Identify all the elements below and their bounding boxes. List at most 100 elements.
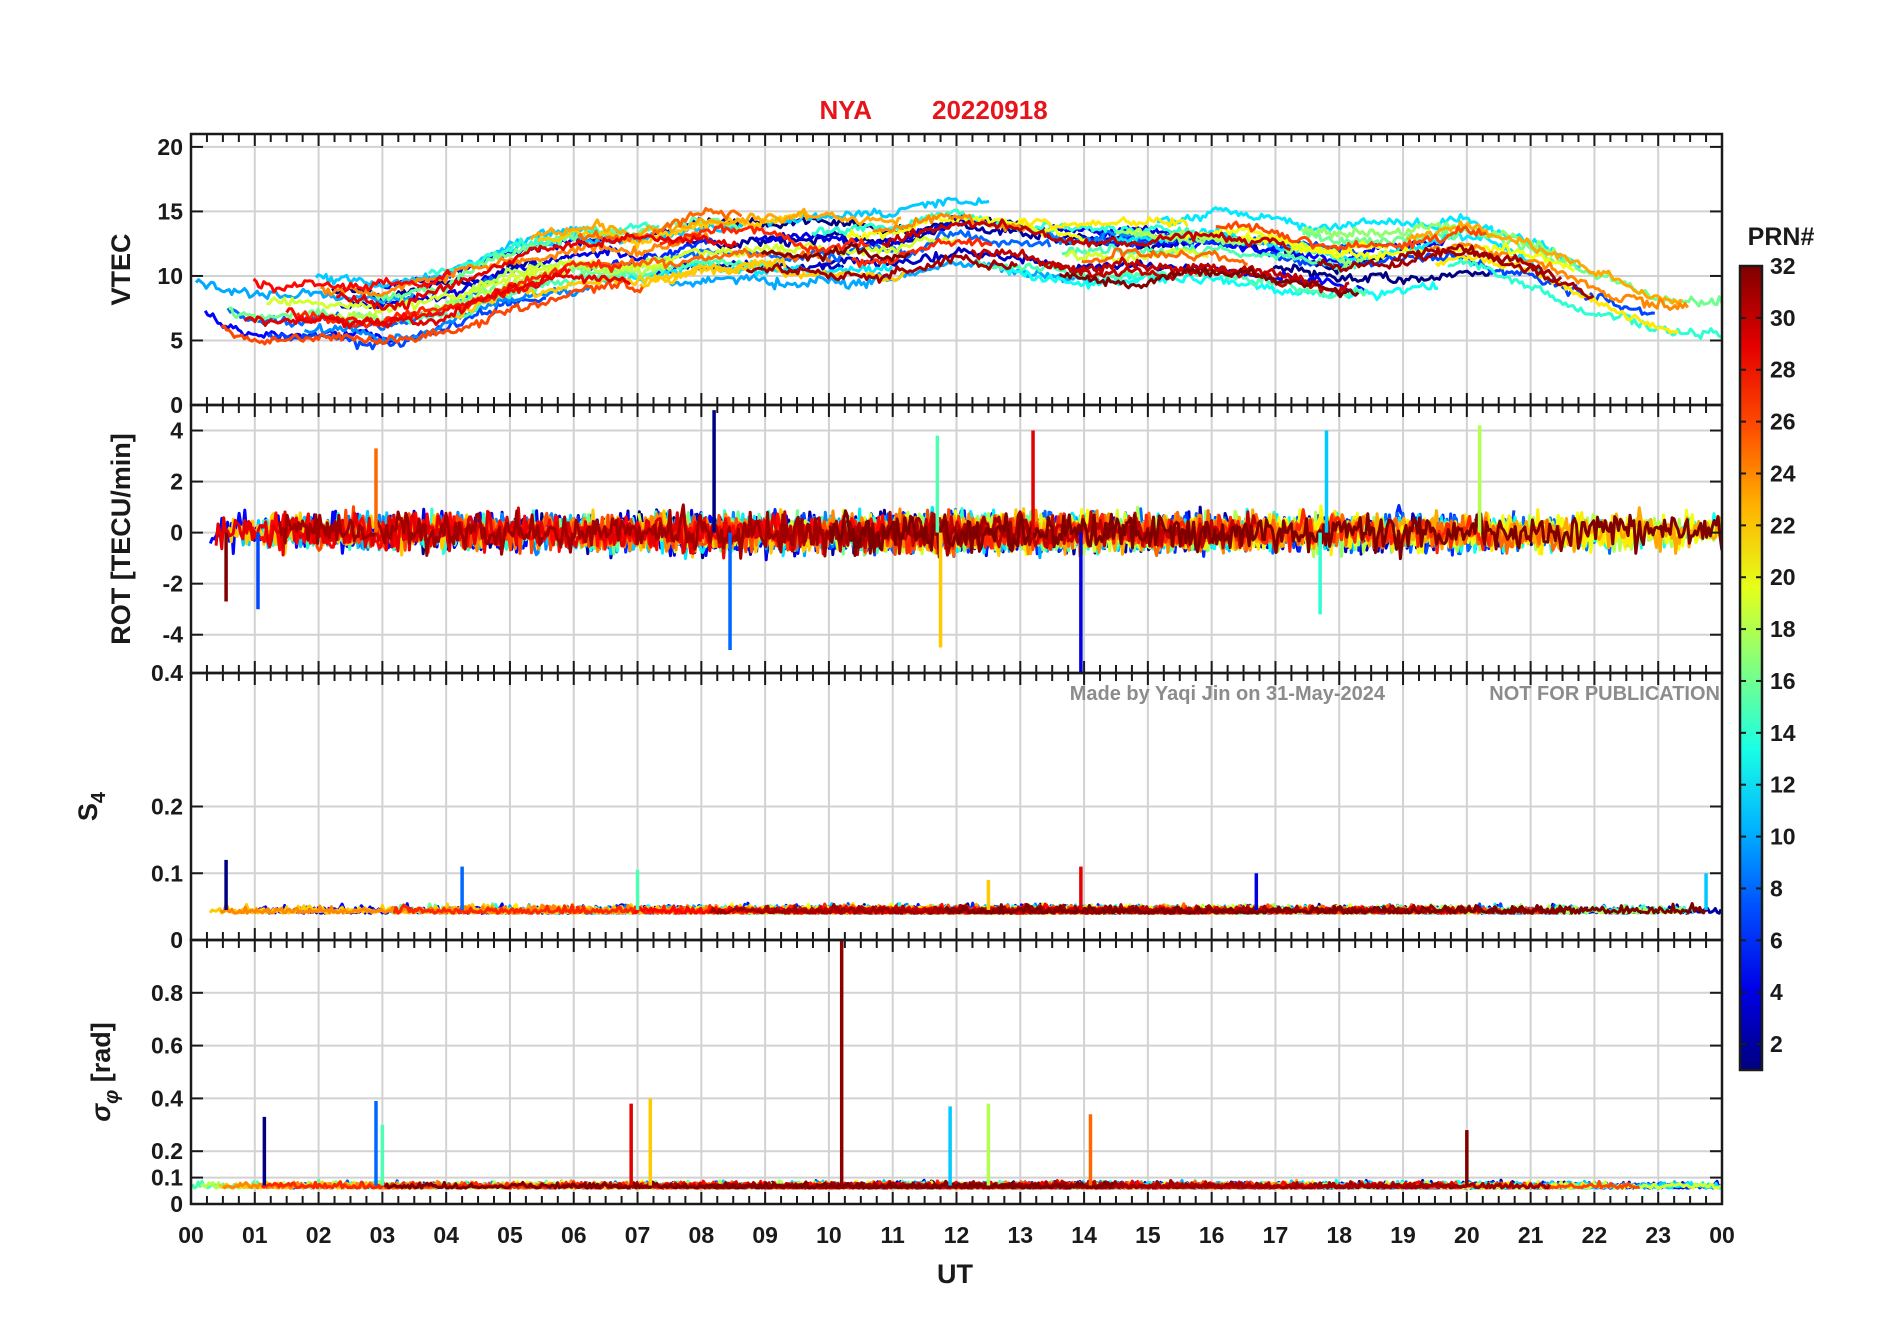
x-tick-label: 10 xyxy=(816,1222,842,1248)
series-line-prn-10 xyxy=(194,278,415,304)
series-line-prn-7 xyxy=(266,296,547,351)
y-tick-label: 5 xyxy=(170,327,183,353)
watermark-author: Made by Yaqi Jin on 31-May-2024 xyxy=(1070,683,1386,705)
y-tick-label: 0.1 xyxy=(151,860,183,886)
colorbar-tick-label: 20 xyxy=(1770,564,1796,590)
x-ticks-sigma xyxy=(190,940,1723,1204)
x-tick-label: 17 xyxy=(1263,1222,1289,1248)
series-line-prn-1 xyxy=(1272,263,1494,285)
panel-s4: 0 0.1 0.2 0.4 S4 xyxy=(73,660,1724,953)
series-s4 xyxy=(208,859,1722,915)
x-tick-label: 07 xyxy=(625,1222,651,1248)
y-tick-label: 2 xyxy=(170,469,183,495)
x-axis: 00 01 02 03 04 05 06 07 08 09 10 11 12 13 14 15 16 17 18 19… xyxy=(178,1222,1735,1248)
series-line-prn-32 xyxy=(1059,265,1360,299)
y-tick-label: 10 xyxy=(157,263,183,289)
series-line-prn-31 xyxy=(745,254,1018,284)
watermark-notice: NOT FOR PUBLICATION xyxy=(1489,683,1720,705)
x-tick-label: 14 xyxy=(1071,1222,1097,1248)
x-tick-label: 20 xyxy=(1454,1222,1480,1248)
series-line-prn-28 xyxy=(252,268,452,294)
colorbar-tick-label: 26 xyxy=(1770,409,1796,435)
colorbar-tick-label: 10 xyxy=(1770,824,1796,850)
y-axis-label: σφ [rad] xyxy=(86,1022,123,1122)
colorbar-tick-label: 28 xyxy=(1770,357,1796,383)
series-line-prn-30 xyxy=(1041,261,1320,290)
y-tick-label: 0.8 xyxy=(151,980,183,1006)
y-tick-label: 0.4 xyxy=(151,660,183,686)
y-tick-label: -4 xyxy=(163,622,184,648)
x-tick-label: 16 xyxy=(1199,1222,1225,1248)
y-tick-label: 0 xyxy=(170,1191,183,1217)
y-tick-label: -2 xyxy=(163,571,183,597)
colorbar-tick-label: 16 xyxy=(1770,668,1796,694)
colorbar-tick-label: 4 xyxy=(1770,979,1783,1005)
x-tick-label: 11 xyxy=(881,1222,906,1248)
x-tick-label: 12 xyxy=(944,1222,970,1248)
x-ticks-vtec xyxy=(190,134,1723,405)
grid-sigma xyxy=(191,940,1722,1204)
colorbar-tick-label: 8 xyxy=(1770,875,1783,901)
x-tick-label: 06 xyxy=(561,1222,587,1248)
series-line-prn-19 xyxy=(1064,247,1210,265)
y-axis-label: ROT [TECU/min] xyxy=(106,433,136,644)
x-tick-label: 23 xyxy=(1645,1222,1671,1248)
series-line-prn-31 xyxy=(1392,243,1563,283)
series-line-prn-22 xyxy=(639,259,907,289)
y-tick-label: 4 xyxy=(170,418,183,444)
colorbar-tick-label: 6 xyxy=(1770,927,1783,953)
series-line-prn-32 xyxy=(944,902,1708,915)
series-line-prn-25 xyxy=(1081,247,1248,266)
x-tick-label: 09 xyxy=(752,1222,778,1248)
y-tick-label: 0.2 xyxy=(151,1138,183,1164)
series-sigma xyxy=(191,940,1722,1190)
series-line-prn-25 xyxy=(585,247,832,270)
x-tick-label: 03 xyxy=(370,1222,396,1248)
y-tick-label: 0.1 xyxy=(151,1165,183,1191)
colorbar-tick-label: 30 xyxy=(1770,305,1796,331)
chart-title-station: NYA xyxy=(819,95,872,125)
x-tick-label: 22 xyxy=(1582,1222,1608,1248)
series-line-prn-31 xyxy=(697,1179,1551,1190)
x-tick-label: 15 xyxy=(1135,1222,1161,1248)
x-tick-label: 21 xyxy=(1518,1222,1544,1248)
y-axis-label: VTEC xyxy=(106,233,136,305)
x-ticks-rot xyxy=(190,405,1723,673)
series-line-prn-29 xyxy=(243,272,632,330)
chart-title-date: 20220918 xyxy=(932,95,1048,125)
series-line-prn-30 xyxy=(970,248,1350,297)
x-tick-label: 01 xyxy=(242,1222,268,1248)
x-tick-label: 13 xyxy=(1007,1222,1033,1248)
x-ticks-s4 xyxy=(190,673,1723,940)
y-tick-label: 15 xyxy=(157,198,183,224)
series-line-prn-23 xyxy=(1406,220,1683,306)
colorbar-label: PRN# xyxy=(1748,223,1815,251)
colorbar-tick-label: 22 xyxy=(1770,512,1796,538)
series-line-prn-26 xyxy=(1215,220,1487,251)
series-line-prn-32 xyxy=(760,242,911,263)
series-line-prn-20 xyxy=(845,213,1088,242)
series-line-prn-15 xyxy=(1061,243,1357,274)
colorbar-tick-label: 24 xyxy=(1770,460,1796,486)
series-line-prn-21 xyxy=(1434,254,1680,335)
y-tick-label: 0.2 xyxy=(151,794,183,820)
x-tick-label: 00 xyxy=(178,1222,204,1248)
series-line-prn-23 xyxy=(529,207,902,241)
series-line-prn-27 xyxy=(659,223,870,255)
series-line-prn-27 xyxy=(851,237,993,268)
y-tick-label: 0.4 xyxy=(151,1085,183,1111)
series-line-prn-19 xyxy=(266,268,539,314)
x-tick-label: 08 xyxy=(689,1222,715,1248)
series-line-prn-32 xyxy=(383,1179,1116,1190)
x-tick-label: 19 xyxy=(1390,1222,1416,1248)
x-axis-label: UT xyxy=(937,1259,973,1289)
panel-vtec: 0 5 10 15 20 VTEC xyxy=(106,132,1724,418)
series-line-prn-29 xyxy=(336,232,738,311)
colorbar-tick-label: 12 xyxy=(1770,772,1796,798)
series-line-prn-14 xyxy=(427,221,660,276)
series-line-prn-26 xyxy=(220,278,644,346)
colorbar-scale xyxy=(1738,264,1764,1072)
